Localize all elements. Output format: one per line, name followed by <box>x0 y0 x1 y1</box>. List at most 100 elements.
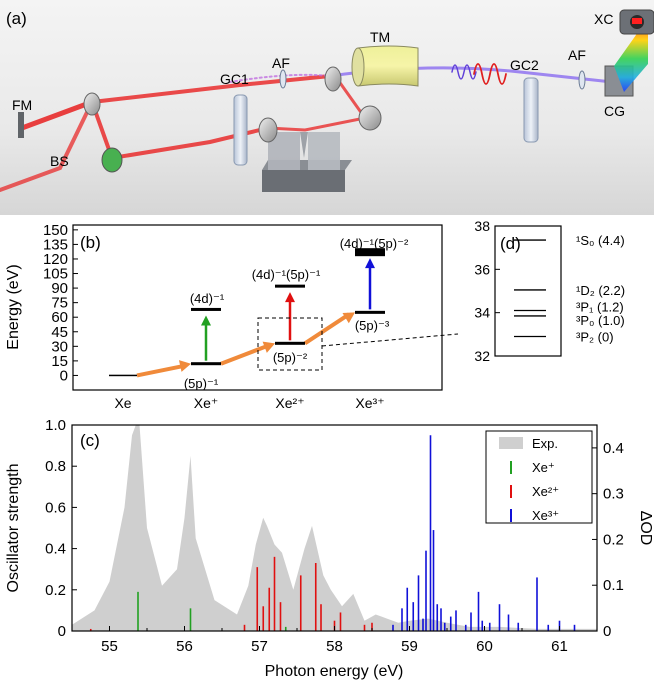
ionization-arrow <box>220 343 270 366</box>
label-af2: AF <box>568 47 586 63</box>
panel-c-ytick-label: 0.4 <box>45 541 66 558</box>
legend-label-exp: Exp. <box>532 436 558 451</box>
panel-d-yticks: 32 34 36 38 <box>474 218 500 364</box>
energy-level <box>275 284 305 288</box>
pulse-blue <box>451 64 477 80</box>
panel-b-ytick-label: 15 <box>51 353 68 370</box>
spectrometer <box>604 9 654 97</box>
panel-c-ytick-right-label: 0.3 <box>603 486 624 503</box>
panel-b-xtick-label: Xe³⁺ <box>355 395 384 411</box>
panel-c-ylabel-left: Oscillator strength <box>5 464 22 593</box>
mirror-2 <box>258 117 278 143</box>
label-fm: FM <box>12 97 32 113</box>
panel-c-label: (c) <box>80 431 100 450</box>
panel-b: (b) Energy (eV) 015304560759010512013515… <box>5 222 459 411</box>
fine-structure-term: ³P₀ (1.0) <box>576 313 625 328</box>
panel-b-label: (b) <box>80 233 101 252</box>
pulse-red <box>473 63 507 85</box>
tm-front <box>351 47 365 87</box>
label-bs: BS <box>50 153 69 169</box>
panel-a-label: (a) <box>6 9 27 28</box>
panel-b-ytick-label: 105 <box>43 266 68 283</box>
experimental-spectrum <box>72 425 597 631</box>
label-cg: CG <box>604 103 625 119</box>
af1-filter <box>279 69 287 89</box>
panel-c-ytick-right-label: 0.2 <box>603 531 624 548</box>
ionization-arrow-head <box>262 341 275 353</box>
delay-stage-base <box>262 170 345 192</box>
beam-bs-out <box>0 100 94 192</box>
legend-swatch-exp <box>499 437 523 449</box>
panel-c-yticks-left: 0 0.2 0.4 0.6 0.8 1.0 <box>45 417 77 640</box>
xe2-zoom-box <box>257 317 323 371</box>
energy-level <box>355 248 385 257</box>
label-gc2: GC2 <box>510 57 539 73</box>
panel-c-ytick-right-label: 0 <box>603 623 611 640</box>
xc-sensor <box>632 18 642 24</box>
panel-b-xticks: Xe Xe⁺ Xe²⁺ Xe³⁺ <box>114 395 384 411</box>
panel-b-ytick-label: 45 <box>51 324 68 341</box>
panel-c-xtick-label: 60 <box>476 638 493 655</box>
zoom-connector <box>321 333 459 347</box>
mirror-1 <box>83 92 101 116</box>
panel-c-xtick-label: 55 <box>101 638 118 655</box>
panel-c-xtick-label: 61 <box>551 638 568 655</box>
panel-c-xtick-label: 58 <box>326 638 343 655</box>
panel-c-xticks: 55 56 57 58 59 60 61 <box>71 626 598 655</box>
panel-c-ytick-label: 0.2 <box>45 582 66 599</box>
beam-fm-bs <box>19 99 95 131</box>
gc1-cell <box>233 94 248 166</box>
energy-level <box>275 341 305 345</box>
energy-level <box>191 362 221 366</box>
energy-level <box>109 374 137 377</box>
panel-d-ytick-label: 36 <box>474 261 490 277</box>
panel-d-label: (d) <box>500 234 521 253</box>
panel-d-levels: ¹S₀ (4.4) ¹D₂ (2.2) ³P₁ (1.2)³P₀ (1.0) ³P₂ … <box>514 233 625 345</box>
panel-c-ytick-label: 0 <box>58 623 66 640</box>
gc2-cell <box>523 77 539 143</box>
laser-beams <box>0 63 614 192</box>
panel-c-xtick-label: 57 <box>251 638 268 655</box>
label-tm: TM <box>370 29 390 45</box>
panel-c-experimental-area <box>72 425 597 631</box>
beam-delay-return <box>266 78 368 132</box>
fine-structure-term: ¹D₂ (2.2) <box>576 283 625 298</box>
mirror-4 <box>358 105 382 131</box>
panel-b-ytick-label: 60 <box>51 309 68 326</box>
panel-c-yticks-right: 0 0.1 0.2 0.3 0.4 <box>592 440 624 640</box>
ionization-arrow <box>303 312 351 345</box>
tm-body <box>357 45 419 87</box>
panel-c-xtick-label: 56 <box>176 638 193 655</box>
delay-stage <box>262 132 352 192</box>
panel-d-frame <box>494 225 562 357</box>
fine-structure-term: ³P₁ (1.2) <box>576 300 624 315</box>
prism-left <box>268 132 300 170</box>
legend-label-xe3: Xe³⁺ <box>532 508 559 523</box>
panel-b-frame <box>72 224 443 391</box>
transition-arrow-head <box>285 292 295 303</box>
panel-c-ylabel-right: ΔOD <box>637 511 654 546</box>
ionization-arrow <box>136 363 186 378</box>
label-xe2-excited: (4d)⁻¹(5p)⁻¹ <box>252 267 321 282</box>
panel-b-xtick-label: Xe⁺ <box>194 395 219 411</box>
mirror-3 <box>324 66 342 92</box>
prism-right <box>308 132 340 170</box>
panel-b-ytick-label: 75 <box>51 295 68 312</box>
panel-b-ylabel: Energy (eV) <box>5 264 22 349</box>
panel-b-levels <box>109 248 385 378</box>
prism-gap <box>300 132 308 158</box>
panel-c-ytick-label: 0.6 <box>45 499 66 516</box>
panel-b-xtick-label: Xe²⁺ <box>275 395 304 411</box>
legend-label-xe1: Xe⁺ <box>532 460 555 475</box>
mirrors <box>18 66 382 173</box>
panel-d-ytick-label: 38 <box>474 218 490 234</box>
energy-level <box>191 307 221 311</box>
label-af1: AF <box>272 55 290 71</box>
panel-c-xtick-label: 59 <box>401 638 418 655</box>
panel-c-ytick-right-label: 0.4 <box>603 440 624 457</box>
label-gc1: GC1 <box>220 71 249 87</box>
panel-b-ytick-label: 120 <box>43 251 68 268</box>
ionization-arrow-head <box>342 312 355 324</box>
